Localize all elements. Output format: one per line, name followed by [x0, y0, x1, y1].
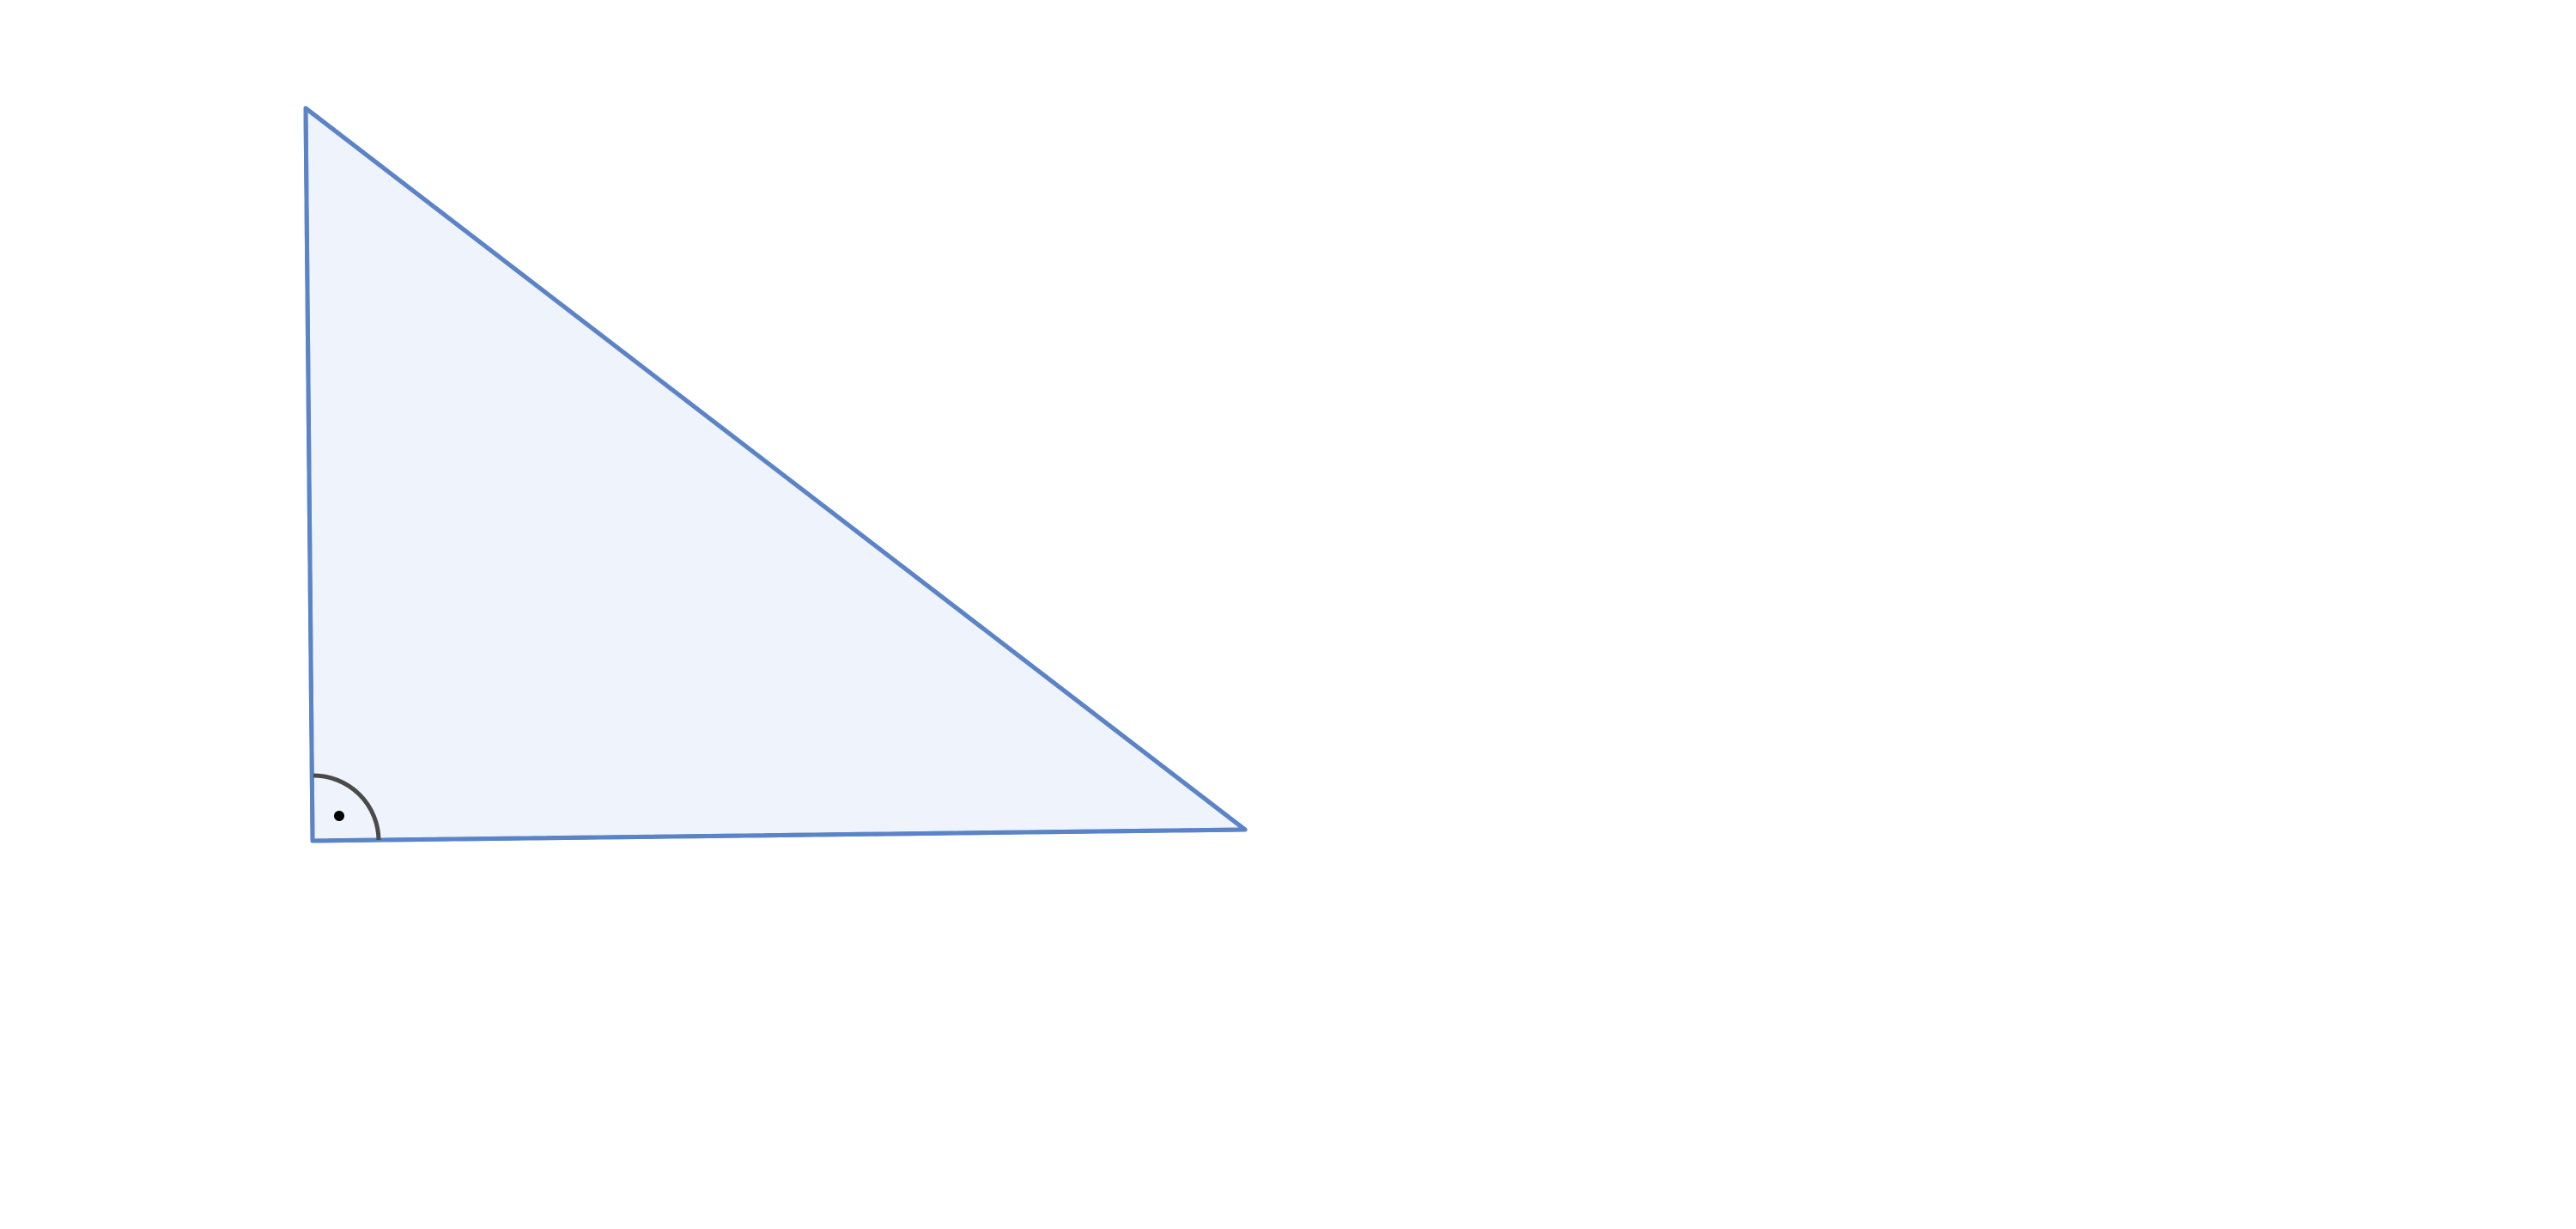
right-angle-marker-dot	[334, 811, 344, 821]
triangle-edge-hypotenuse	[303, 106, 1248, 832]
right-angle-marker-arc	[313, 773, 381, 841]
triangle-edge-left	[303, 106, 315, 843]
triangle-edge-base	[310, 827, 1248, 843]
